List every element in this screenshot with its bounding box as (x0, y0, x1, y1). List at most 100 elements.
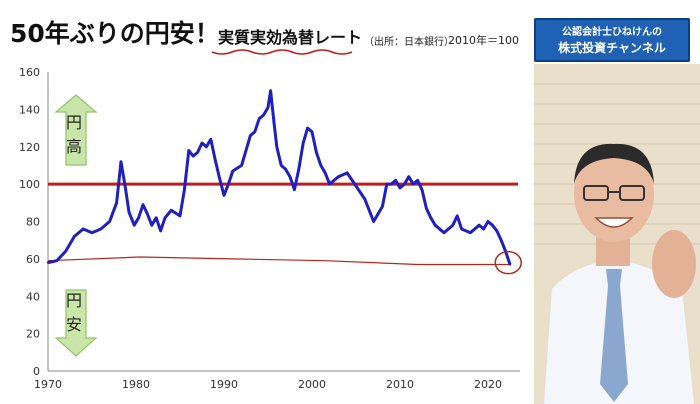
series-point (240, 164, 243, 167)
series-point (315, 151, 318, 154)
channel-badge: 公認会計士ひねけんの 株式投資チャンネル (534, 18, 690, 62)
series-point (119, 160, 123, 163)
series-point (124, 186, 127, 190)
x-tick-label: 1980 (122, 378, 150, 391)
series-point (447, 227, 450, 231)
series-point (231, 169, 234, 173)
series-point (469, 231, 472, 234)
series-point (478, 224, 481, 227)
up-label-2: 高 (66, 137, 82, 156)
series-point (146, 212, 149, 216)
series-point (460, 227, 463, 231)
annotation-circle (494, 250, 522, 275)
series-point (115, 201, 118, 205)
down-arrow: 円 安 (54, 289, 98, 357)
series-point (425, 207, 428, 210)
series-point (187, 149, 190, 152)
series-point (253, 130, 256, 133)
series-point (319, 164, 322, 167)
series-point (99, 227, 103, 231)
series-point (372, 220, 375, 223)
series-point (269, 89, 272, 92)
series-point (390, 182, 393, 186)
base-year-note: 2010年＝100 (448, 34, 519, 47)
series-point (363, 197, 366, 201)
series-point (310, 130, 314, 133)
series-point (306, 126, 309, 130)
series-points (46, 89, 512, 266)
series-point (412, 182, 415, 186)
x-tick-label: 2000 (298, 378, 326, 391)
series-point (288, 175, 292, 178)
series-point (275, 145, 278, 148)
y-tick-label: 120 (19, 141, 40, 154)
series-point (64, 250, 67, 253)
down-label-2: 安 (66, 315, 82, 334)
hand-drawn-trend-line (47, 256, 510, 266)
series-point (249, 134, 252, 137)
x-tick-label: 2020 (474, 378, 502, 391)
series-point (456, 214, 459, 218)
series-point (127, 210, 131, 214)
series-point (227, 182, 230, 186)
y-tick-label: 160 (19, 66, 40, 79)
series-point (133, 224, 136, 227)
y-tick-label: 0 (33, 365, 40, 378)
x-tick-labels: 1970 1980 1990 2000 2010 2020 (34, 378, 502, 391)
series-point (178, 214, 182, 218)
series-point (500, 238, 503, 242)
x-tick-label: 1990 (210, 378, 238, 391)
series-point (302, 141, 305, 145)
series-point (482, 227, 485, 231)
series-point (407, 175, 410, 178)
series-point (284, 167, 287, 171)
series-point (266, 106, 270, 109)
series-point (163, 216, 167, 219)
series-point (141, 203, 145, 206)
series-point (337, 175, 340, 178)
y-tick-label: 40 (26, 290, 40, 303)
series-point (354, 184, 358, 188)
series-point (150, 224, 154, 227)
series-point (137, 216, 140, 219)
series-point (346, 171, 349, 175)
chart-title: 50年ぶりの円安！ (10, 19, 220, 48)
series-point (262, 113, 265, 117)
series-point (381, 205, 384, 208)
y-tick-label: 20 (26, 328, 40, 341)
series-point (508, 263, 512, 266)
channel-line-1: 公認会計士ひねけんの (562, 27, 662, 38)
down-label-1: 円 (66, 291, 82, 310)
channel-line-2: 株式投資チャンネル (558, 41, 666, 55)
series-point (297, 167, 300, 171)
series-point (159, 229, 162, 233)
x-tick-label: 1970 (34, 378, 62, 391)
series-point (90, 231, 94, 234)
series-point (495, 229, 498, 233)
series-point (196, 151, 199, 154)
series-point (442, 231, 446, 234)
series-point (272, 123, 276, 126)
series-point (398, 186, 402, 190)
series-point (218, 177, 221, 180)
series-point (420, 188, 424, 191)
series-point (486, 220, 490, 223)
series-point (403, 182, 406, 186)
series-point (451, 224, 454, 227)
presenter-illustration (534, 64, 700, 404)
series-point (416, 179, 419, 182)
up-label-1: 円 (66, 113, 82, 132)
series-point (385, 182, 388, 186)
series-point (200, 141, 204, 145)
series-point (429, 216, 432, 219)
subtitle-underline (211, 49, 353, 55)
source-note: （出所：日本銀行） (364, 37, 454, 48)
x-tick-label: 2010 (386, 378, 414, 391)
series-line (47, 89, 512, 265)
series-point (82, 227, 85, 231)
series-point (222, 194, 226, 197)
chart-subtitle: 実質実効為替レート (218, 28, 363, 47)
series-point (46, 261, 50, 264)
presenter-video (534, 64, 700, 404)
series-point (73, 235, 76, 238)
